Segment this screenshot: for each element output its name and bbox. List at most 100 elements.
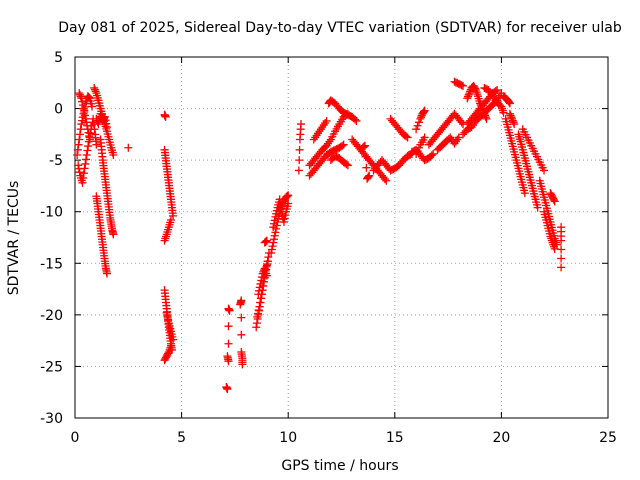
data-point [82,118,91,127]
data-series-segment [160,215,175,245]
data-point [464,90,473,99]
data-point [343,161,352,170]
data-point [284,199,293,208]
data-point [76,92,85,101]
y-tick-label: 5 [54,50,63,66]
data-point [420,133,429,142]
data-point [124,143,133,152]
data-point [261,237,270,246]
data-point [79,169,88,178]
data-point [363,173,372,182]
data-point [505,99,514,108]
data-series-segment [160,341,175,365]
y-axis-label: SDTVAR / TECUs [6,181,22,296]
x-tick-label: 5 [177,430,186,446]
data-point [557,263,566,272]
data-point [73,145,82,154]
data-point [466,87,475,96]
data-point [269,223,278,232]
data-point [268,242,277,251]
data-point [459,81,468,90]
data-point [505,98,514,107]
data-point [93,118,102,127]
data-point [520,189,529,198]
data-point [166,343,175,352]
data-point [269,238,278,247]
data-series-segment [499,92,514,108]
data-point [257,276,266,285]
data-point [252,323,261,332]
data-point [78,101,87,110]
data-point [81,114,90,123]
data-point [360,142,369,151]
data-series-segment [96,135,118,239]
y-tick-label: -5 [49,153,63,169]
data-point [253,309,262,318]
chart-title: Day 081 of 2025, Sidereal Day-to-day VTE… [58,20,622,36]
data-point [224,339,233,348]
data-series-segment [505,109,519,129]
data-point [163,312,172,321]
data-point [557,254,566,263]
x-tick-label: 20 [492,430,510,446]
data-point [88,102,97,111]
data-point [92,140,101,149]
data-point [508,114,517,123]
data-point [429,149,438,158]
data-point [402,132,411,141]
data-point [83,146,92,155]
data-point [352,116,361,125]
data-point [166,215,175,224]
data-series-segment [75,89,94,144]
data-point [85,93,94,102]
data-point [75,90,84,99]
data-series-segment [223,304,234,366]
data-point [505,109,514,118]
data-point [169,335,178,344]
data-point [491,87,500,96]
data-point [506,111,515,120]
data-point [540,166,549,175]
data-point [493,86,502,95]
data-point [84,142,93,151]
data-point [360,141,369,150]
data-series-segment [358,141,374,183]
data-series-segment [546,189,559,206]
data-series-segment [160,110,170,121]
data-point [365,171,374,180]
data-point [91,87,100,96]
data-point [254,290,263,299]
data-point [413,121,422,130]
data-point [271,228,280,237]
data-point [427,151,436,160]
data-series-segment [450,77,468,90]
data-point [81,159,90,168]
gridlines [75,57,608,418]
data-point [414,118,423,127]
data-point [262,237,271,246]
data-point [533,203,542,212]
data-point [237,296,246,305]
data-point [238,360,247,369]
data-series-segment [269,195,293,232]
x-tick-label: 0 [71,430,80,446]
data-point [79,104,88,113]
data-point [322,116,331,125]
data-point [161,112,170,121]
data-point [362,163,371,172]
data-point [169,211,178,220]
data-point [102,123,111,132]
data-point [270,216,279,225]
data-series-segment [540,207,559,253]
data-point [257,273,266,282]
data-point [255,283,264,292]
data-point [269,235,278,244]
data-series-segment [309,116,331,144]
data-point [457,118,466,127]
data-point [90,83,99,92]
data-point [109,150,118,159]
data-point [262,271,271,280]
data-point [499,108,508,117]
data-point [74,140,83,149]
